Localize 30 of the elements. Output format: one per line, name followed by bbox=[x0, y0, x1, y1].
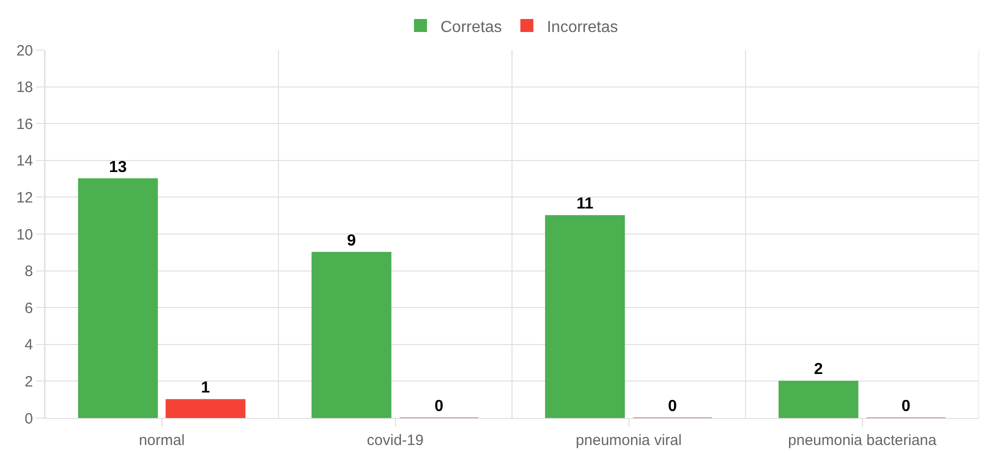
data-label: 9 bbox=[346, 232, 356, 250]
data-label: 2 bbox=[814, 361, 823, 378]
x-tick-label: pneumonia viral bbox=[576, 432, 682, 449]
y-tick-label: 6 bbox=[24, 300, 33, 317]
bar bbox=[166, 399, 246, 418]
y-tick-label: 12 bbox=[16, 189, 33, 206]
x-tick-label: covid-19 bbox=[366, 432, 424, 449]
data-label: 0 bbox=[668, 398, 678, 415]
y-tick-label: 10 bbox=[16, 226, 33, 244]
legend-label: Incorretas bbox=[546, 18, 618, 36]
y-tick-label: 0 bbox=[24, 410, 33, 428]
y-tick-label: 20 bbox=[16, 42, 33, 60]
bar bbox=[78, 178, 158, 418]
bar bbox=[312, 252, 392, 418]
bar bbox=[545, 215, 625, 418]
data-label: 0 bbox=[434, 398, 444, 415]
bar bbox=[778, 380, 858, 418]
y-tick-label: 16 bbox=[16, 116, 33, 133]
y-tick-label: 4 bbox=[24, 336, 33, 354]
data-label: 0 bbox=[902, 398, 911, 415]
data-label: 1 bbox=[201, 380, 210, 397]
y-tick-label: 14 bbox=[16, 152, 33, 170]
data-label: 11 bbox=[576, 196, 594, 213]
legend-label: Corretas bbox=[440, 18, 502, 36]
y-tick-label: 2 bbox=[24, 373, 33, 390]
x-tick-label: normal bbox=[138, 432, 185, 449]
y-tick-label: 18 bbox=[16, 79, 33, 96]
y-tick-label: 8 bbox=[24, 263, 33, 280]
x-tick-label: pneumonia bacteriana bbox=[788, 432, 938, 449]
data-label: 13 bbox=[109, 158, 127, 176]
